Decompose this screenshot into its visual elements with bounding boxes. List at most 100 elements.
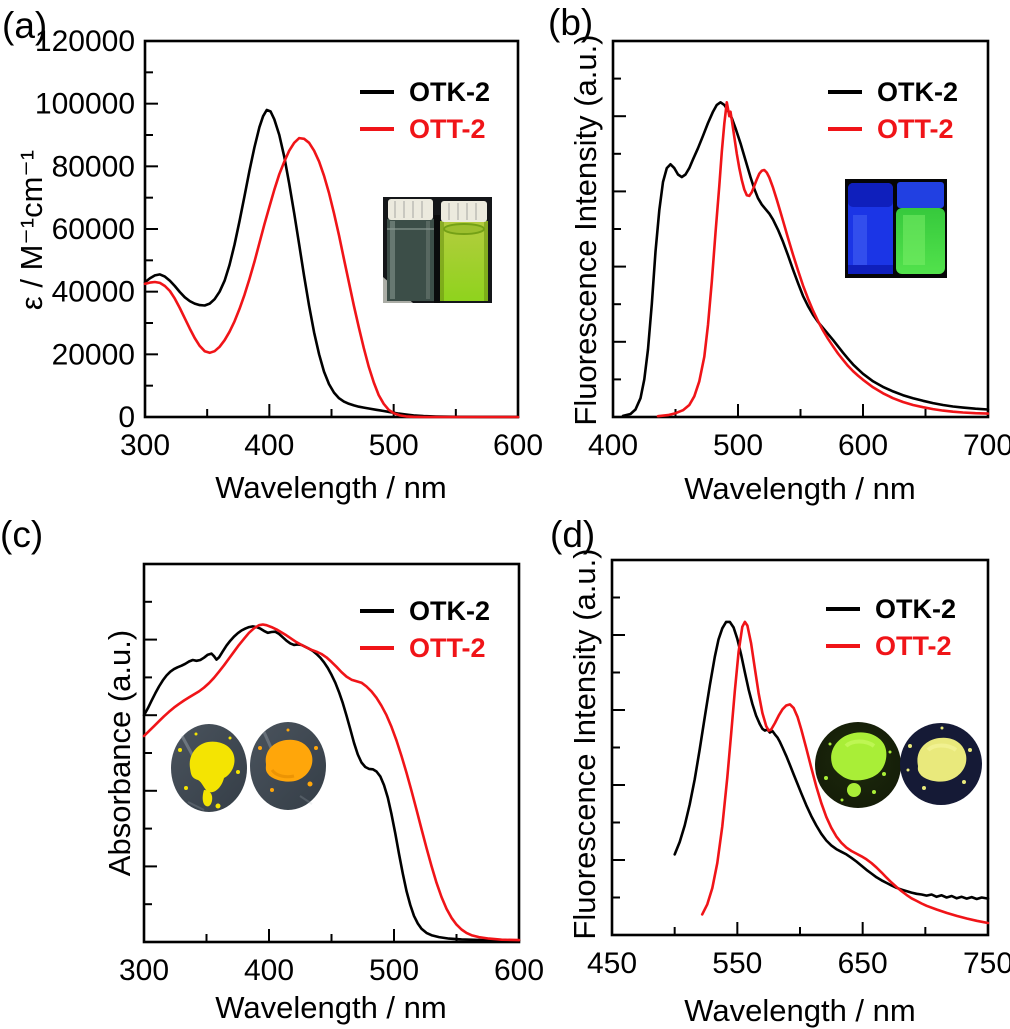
left-dish-otk2-powder-uv [815,722,901,808]
panel-a-label: (a) [2,5,48,46]
legend-label: OTK-2 [409,77,490,107]
inset-d-powders-uv-photo [815,722,982,808]
x-tick-label: 600 [838,429,888,462]
powder-shading [270,769,295,779]
legend-item-otk2: OTK-2 [828,78,958,106]
y-tick-label: 0 [118,401,135,434]
yellow-powder-pile [189,741,235,793]
otk2-line-swatch [828,90,862,94]
y-axis-label-c: Absorbance (a.u.) [102,629,137,877]
panel-c-label: (c) [0,514,44,555]
ott2-line-swatch [826,644,860,648]
x-tick-label: 650 [838,947,888,980]
orange-powder-pile [265,739,313,782]
glass-highlight [390,221,395,299]
cap-ribs [394,201,423,218]
x-tick-label: 600 [493,429,543,462]
legend-item-ott2: OTT-2 [360,634,490,662]
powder-speck [908,744,912,748]
legend-item-ott2: OTT-2 [828,115,958,143]
powder-speck [906,768,910,772]
x-tick-label: 400 [244,954,294,987]
powder-speck [872,790,876,794]
x-axis-label-b: Wavelength / nm [684,471,916,506]
vial-gap-shadow [434,215,440,303]
x-tick-label: 400 [588,429,638,462]
legend-label: OTK-2 [875,594,956,624]
powder-speck [194,732,198,736]
powder-speck [940,726,944,730]
otk-2-curve [673,620,990,901]
otk2-line-swatch [360,609,394,613]
left-vial-otk2-uv [848,183,893,274]
panel-a-plot: 300 400 500 600 0 20000 40000 60000 80000 100000 1… [35,25,543,462]
x-tick-label: 400 [244,429,294,462]
legend-item-ott2: OTT-2 [826,632,956,660]
y-tick-label: 80000 [52,150,135,183]
y-tick-label: 60000 [52,213,135,246]
powder-speck [286,728,290,732]
powder-speck [307,781,313,787]
otk2-line-swatch [360,90,394,94]
x-tick-label: 550 [712,947,762,980]
y-tick-label: 120000 [35,25,135,58]
legend-d: OTK-2 OTT-2 [826,595,956,660]
legend-label: OTT-2 [409,114,486,144]
legend-item-otk2: OTK-2 [360,78,490,106]
powder-speck [962,780,966,784]
powder-speck [828,742,832,746]
vial-base [848,265,893,274]
panel-b-plot: 400 500 600 700 [588,39,1010,462]
dish-reflection [262,731,274,751]
x-tick-label: 750 [963,947,1010,980]
x-tick-label: 700 [963,429,1010,462]
otk-2-curve [142,625,521,942]
legend-label: OTT-2 [875,631,952,661]
powder-speck [178,748,182,752]
inset-c-powders-daylight-photo [171,722,326,812]
dish-reflection [187,801,205,811]
x-tick-label: 300 [119,954,169,987]
legend-c: OTK-2 OTT-2 [360,597,490,662]
glass-edge [440,221,444,301]
x-tick-label: 500 [369,429,419,462]
x-axis-label-d: Wavelength / nm [684,993,916,1028]
legend-label: OTK-2 [409,596,490,626]
ott2-line-swatch [360,127,394,131]
powder-speck [888,750,892,754]
liquid-surface [387,228,434,230]
powder-speck [840,798,844,802]
x-tick-label: 450 [587,947,637,980]
legend-item-otk2: OTK-2 [360,597,490,625]
legend-a: OTK-2 OTT-2 [360,78,490,143]
right-dish-ott2-powder-uv [900,723,982,805]
powder-highlight [926,743,958,752]
inset-b-vials-uv-photo [845,179,947,278]
legend-item-otk2: OTK-2 [826,595,956,623]
legend-label: OTK-2 [877,77,958,107]
y-tick-label: 100000 [35,88,135,121]
ott2-line-swatch [360,646,394,650]
powder-highlight [844,739,876,748]
x-tick-label: 500 [713,429,763,462]
powder-speck [270,788,274,792]
powder-speck [882,772,886,776]
x-axis-label-a: Wavelength / nm [215,470,447,505]
ott2-line-swatch [828,127,862,131]
meniscus [443,223,485,235]
y-tick-label: 20000 [52,338,135,371]
right-vial-cap [441,201,487,222]
ott-2-curve [142,623,521,942]
powder-speck [228,736,232,740]
left-vial-otk2 [387,199,434,301]
glow-highlight [853,215,867,267]
ott-2-curve [143,136,520,419]
legend-label: OTT-2 [409,633,486,663]
x-tick-label: 600 [494,954,544,987]
otk-2-curve [621,101,990,418]
y-axis-label-b: Fluorescence Intensity (a.u.) [568,34,603,426]
cap-ribs [448,203,477,220]
powder-speck [236,770,240,774]
